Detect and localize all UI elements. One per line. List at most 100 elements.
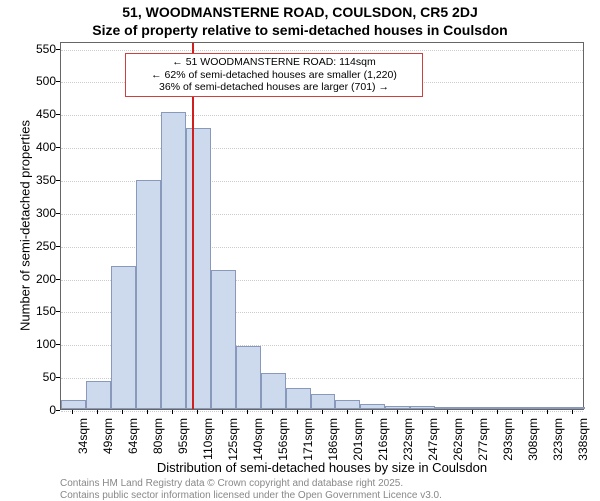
xtick-mark (397, 410, 398, 414)
xtick-mark (72, 410, 73, 414)
bar (510, 407, 535, 409)
annotation-line: ← 51 WOODMANSTERNE ROAD: 114sqm (130, 56, 418, 69)
ytick-mark (56, 213, 60, 214)
xtick-label: 277sqm (476, 418, 490, 468)
gridline (61, 148, 583, 149)
ytick-mark (56, 114, 60, 115)
chart-container: 51, WOODMANSTERNE ROAD, COULSDON, CR5 2D… (0, 0, 600, 500)
chart-title-line1: 51, WOODMANSTERNE ROAD, COULSDON, CR5 2D… (0, 4, 600, 20)
bar (410, 406, 435, 409)
bar (61, 400, 86, 409)
xtick-mark (172, 410, 173, 414)
xtick-label: 293sqm (501, 418, 515, 468)
xtick-mark (322, 410, 323, 414)
ytick-label: 300 (26, 206, 56, 220)
ytick-label: 100 (26, 337, 56, 351)
bar (360, 404, 385, 409)
bar (560, 407, 585, 409)
ytick-mark (56, 377, 60, 378)
ytick-label: 250 (26, 239, 56, 253)
xtick-mark (422, 410, 423, 414)
plot-area: ← 51 WOODMANSTERNE ROAD: 114sqm← 62% of … (60, 42, 584, 410)
xtick-label: 323sqm (551, 418, 565, 468)
attribution-line2: Contains public sector information licen… (60, 490, 442, 501)
xtick-mark (197, 410, 198, 414)
xtick-label: 232sqm (401, 418, 415, 468)
ytick-label: 500 (26, 74, 56, 88)
xtick-label: 49sqm (101, 418, 115, 468)
xtick-label: 308sqm (526, 418, 540, 468)
bar (286, 388, 311, 409)
xtick-label: 140sqm (251, 418, 265, 468)
bar (261, 373, 286, 409)
xtick-mark (572, 410, 573, 414)
ytick-mark (56, 344, 60, 345)
xtick-label: 95sqm (176, 418, 190, 468)
ytick-label: 450 (26, 107, 56, 121)
xtick-label: 186sqm (326, 418, 340, 468)
xtick-label: 338sqm (576, 418, 590, 468)
ytick-label: 400 (26, 140, 56, 154)
xtick-label: 125sqm (226, 418, 240, 468)
ytick-label: 150 (26, 304, 56, 318)
bar (236, 346, 261, 409)
xtick-mark (522, 410, 523, 414)
xtick-mark (497, 410, 498, 414)
ytick-mark (56, 246, 60, 247)
bar (111, 266, 136, 409)
annotation-line: ← 62% of semi-detached houses are smalle… (130, 69, 418, 82)
xtick-label: 110sqm (201, 418, 215, 468)
bar (460, 407, 485, 409)
xtick-label: 156sqm (276, 418, 290, 468)
ytick-label: 350 (26, 173, 56, 187)
bar (311, 394, 336, 409)
bar (211, 270, 236, 409)
xtick-label: 247sqm (426, 418, 440, 468)
bar (136, 180, 161, 409)
xtick-mark (447, 410, 448, 414)
xtick-mark (472, 410, 473, 414)
bar (335, 400, 360, 409)
xtick-mark (147, 410, 148, 414)
xtick-mark (347, 410, 348, 414)
ytick-mark (56, 147, 60, 148)
attribution-line1: Contains HM Land Registry data © Crown c… (60, 478, 403, 489)
ytick-mark (56, 311, 60, 312)
bar (385, 406, 410, 409)
bar (86, 381, 111, 409)
xtick-mark (97, 410, 98, 414)
bar (186, 128, 211, 409)
xtick-label: 201sqm (351, 418, 365, 468)
ytick-label: 50 (26, 370, 56, 384)
ytick-mark (56, 279, 60, 280)
xtick-mark (297, 410, 298, 414)
ytick-mark (56, 81, 60, 82)
gridline (61, 115, 583, 116)
xtick-label: 171sqm (301, 418, 315, 468)
gridline (61, 50, 583, 51)
ytick-label: 200 (26, 272, 56, 286)
ytick-mark (56, 180, 60, 181)
xtick-mark (272, 410, 273, 414)
marker-line (192, 43, 194, 409)
chart-title-line2: Size of property relative to semi-detach… (0, 22, 600, 38)
xtick-label: 262sqm (451, 418, 465, 468)
xtick-mark (247, 410, 248, 414)
xtick-label: 34sqm (76, 418, 90, 468)
annotation-line: 36% of semi-detached houses are larger (… (130, 81, 418, 94)
xtick-mark (122, 410, 123, 414)
bar (435, 407, 460, 409)
ytick-label: 550 (26, 42, 56, 56)
xtick-mark (372, 410, 373, 414)
xtick-label: 64sqm (126, 418, 140, 468)
bar (485, 407, 510, 409)
xtick-mark (547, 410, 548, 414)
annotation-box: ← 51 WOODMANSTERNE ROAD: 114sqm← 62% of … (125, 53, 423, 97)
bar (535, 407, 560, 409)
ytick-mark (56, 49, 60, 50)
bar (161, 112, 186, 409)
ytick-mark (56, 410, 60, 411)
xtick-mark (222, 410, 223, 414)
xtick-label: 80sqm (151, 418, 165, 468)
ytick-label: 0 (26, 403, 56, 417)
